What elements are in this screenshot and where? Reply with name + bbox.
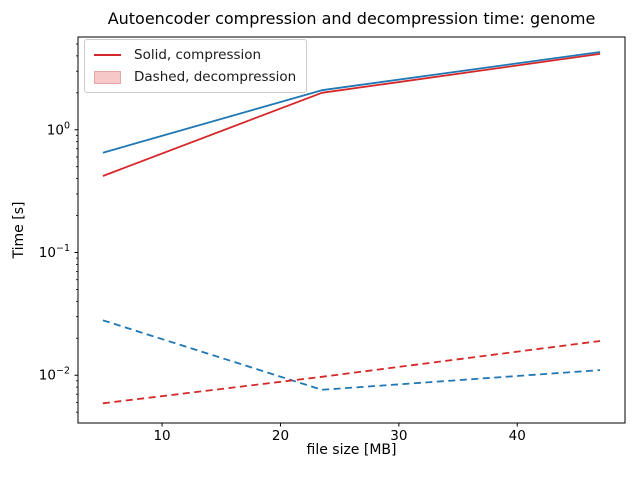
legend-item-solid-compression: Solid, compression: [94, 44, 296, 66]
legend-patch-swatch: [94, 70, 121, 84]
legend-box: Solid, compression Dashed, decompression: [84, 39, 308, 93]
legend-item-dashed-decompression: Dashed, decompression: [94, 66, 296, 88]
x-tick-label: 20: [272, 428, 289, 444]
y-tick-label: 10−1: [39, 243, 70, 261]
series-line-compression-red: [102, 53, 601, 177]
legend-label: Dashed, decompression: [134, 69, 297, 85]
x-tick-label: 10: [153, 428, 170, 444]
x-axis-label: file size [MB]: [306, 442, 397, 458]
x-tick-label: 40: [509, 428, 526, 444]
y-tick-label: 10−2: [39, 366, 70, 384]
x-tick-label: 30: [390, 428, 407, 444]
legend-label: Solid, compression: [134, 47, 262, 63]
series-line-compression-blue: [102, 51, 601, 154]
series-line-decompression-blue: [102, 319, 601, 391]
chart-title: Autoencoder compression and decompressio…: [107, 9, 596, 28]
legend-line-swatch: [94, 54, 121, 56]
y-tick-label: 100: [47, 120, 70, 138]
axes-spines: [77, 36, 626, 424]
series-line-decompression-red: [102, 340, 601, 405]
y-axis-label: Time [s]: [11, 201, 27, 259]
